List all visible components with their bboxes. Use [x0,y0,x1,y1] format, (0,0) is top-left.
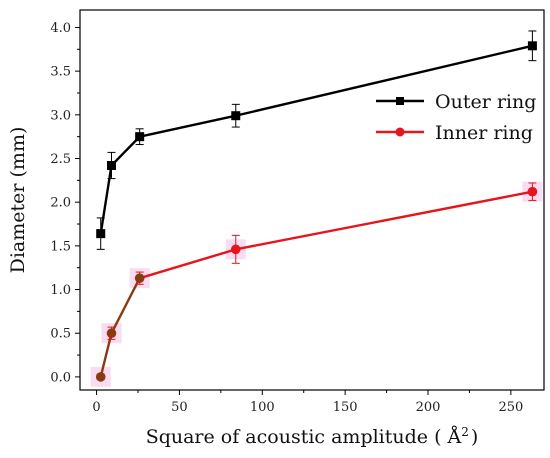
data-point [95,372,106,382]
series-line-segment [99,332,113,378]
x-axis-title-sup: 2 [461,425,469,439]
y-tick-label: 1.0 [50,283,71,298]
x-tick-label: 150 [333,400,358,415]
series-outer-ring [96,30,537,250]
plot-frame [79,9,545,391]
axis-ticks: 0 50 100 150 200 250 0.0 0.5 1.0 1.5 2.0 2.5 3.0 3.5 4… [50,21,523,415]
series-line-segment [139,114,237,138]
x-tick-label: 250 [498,400,523,415]
series-line-segment [235,44,533,117]
legend-outer-label: Outer ring [435,91,536,113]
y-tick-label: 3.0 [50,108,71,123]
y-tick-label: 3.5 [50,65,71,80]
legend-item-outer-ring: Outer ring [376,91,536,113]
legend-item-inner-ring: Inner ring [376,122,533,144]
y-tick-label: 0.0 [50,370,71,385]
data-point [134,273,145,283]
data-point [527,41,537,51]
legend-outer-marker [396,97,404,105]
legend-inner-label: Inner ring [435,122,533,144]
series-line-segment [235,190,533,251]
legend-inner-marker [395,127,405,137]
series-inner-ring [90,181,543,387]
y-axis-title: Diameter (mm) [7,127,29,274]
x-tick-label: 200 [416,400,441,415]
y-tick-label: 2.5 [50,152,71,167]
series-line-segment [110,135,141,167]
series-line-segment [99,165,113,234]
data-point [231,111,241,121]
data-point [230,244,241,255]
data-point [106,160,116,170]
y-tick-label: 2.0 [50,196,71,211]
x-axis-title-close: ) [471,426,478,448]
data-point [135,132,145,142]
x-axis-title-main: Square of acoustic amplitude ( Å [146,426,462,448]
series-line-segment [110,277,141,334]
x-axis-title: Square of acoustic amplitude ( Å2) [146,425,479,448]
legend: Outer ring Inner ring [376,91,536,144]
data-point [106,328,117,339]
series-line-segment [139,248,237,280]
x-tick-label: 100 [250,400,275,415]
data-point [96,229,106,239]
series-layer [90,30,543,387]
x-tick-label: 0 [92,400,100,415]
y-tick-label: 1.5 [50,239,71,254]
data-point [527,186,538,197]
y-tick-label: 0.5 [50,327,71,342]
y-tick-label: 4.0 [50,21,71,36]
x-tick-label: 50 [171,400,188,415]
